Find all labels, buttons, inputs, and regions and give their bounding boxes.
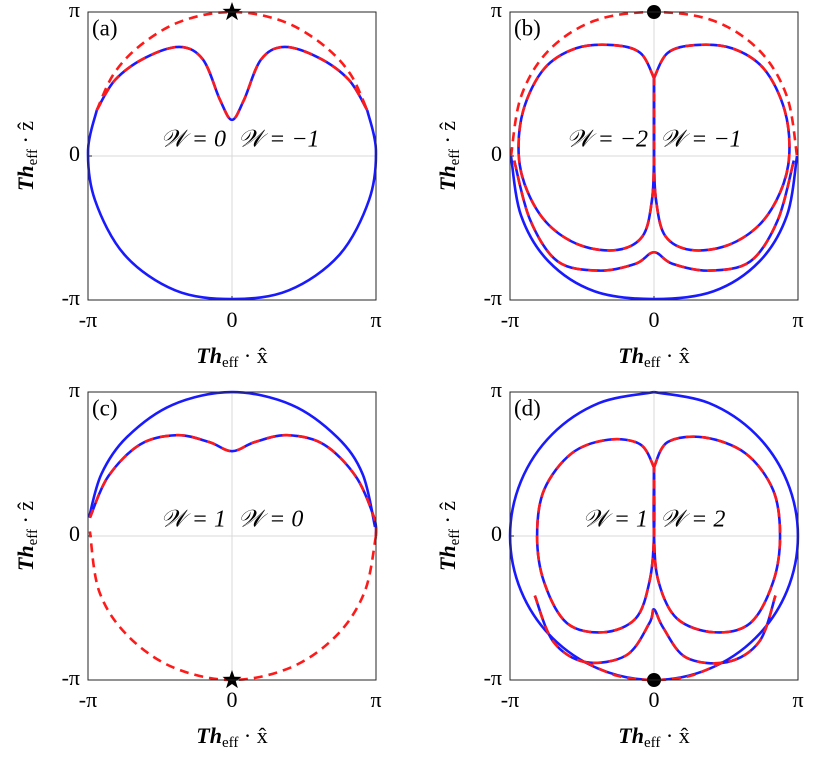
x-tick-label: π bbox=[792, 307, 803, 332]
y-axis-label-tail: · ẑ bbox=[13, 121, 38, 149]
y-axis-label-tail: · ẑ bbox=[13, 501, 38, 529]
x-tick-label: π bbox=[370, 687, 381, 712]
y-axis-label-base: Th bbox=[435, 165, 460, 191]
y-axis-label-base: Th bbox=[435, 545, 460, 571]
curve-dash bbox=[512, 160, 796, 272]
x-axis-label: Theff · x̂ bbox=[196, 343, 267, 371]
x-axis-label-base: Th bbox=[618, 343, 644, 368]
annotation: 𝒲 = −1 bbox=[660, 127, 742, 153]
x-axis-label: Theff · x̂ bbox=[618, 343, 689, 371]
curve-dash bbox=[652, 43, 791, 252]
x-axis-label-base: Th bbox=[618, 723, 644, 748]
x-axis-label-tail: · x̂ bbox=[238, 343, 267, 368]
y-tick-label: π bbox=[69, 0, 80, 22]
x-axis-label-sub: eff bbox=[644, 355, 660, 371]
x-axis-label-tail: · x̂ bbox=[660, 723, 689, 748]
curve-dash bbox=[95, 45, 369, 122]
curve bbox=[533, 595, 777, 665]
annotation: 𝒲 = −2 bbox=[566, 127, 648, 153]
y-axis-label-base: Th bbox=[13, 165, 38, 191]
curve-dash bbox=[535, 437, 656, 634]
x-axis-label-sub: eff bbox=[222, 735, 238, 751]
y-tick-label: 0 bbox=[491, 141, 502, 166]
x-axis-label-sub: eff bbox=[644, 735, 660, 751]
y-tick-label: π bbox=[491, 377, 502, 402]
x-axis-label-tail: · x̂ bbox=[660, 343, 689, 368]
y-axis-label-sub: eff bbox=[447, 529, 463, 545]
x-axis-label-tail: · x̂ bbox=[238, 723, 267, 748]
y-tick-label: π bbox=[491, 0, 502, 22]
panel-label: (c) bbox=[92, 395, 118, 420]
y-tick-label: -π bbox=[484, 665, 502, 690]
annotation: 𝒲 = 1 bbox=[583, 507, 648, 533]
y-axis-label-base: Th bbox=[13, 545, 38, 571]
y-axis-label-sub: eff bbox=[25, 529, 41, 545]
frame bbox=[509, 11, 799, 301]
annotation: 𝒲 = 0 bbox=[238, 507, 303, 533]
x-tick-label: π bbox=[792, 687, 803, 712]
x-tick-label: 0 bbox=[227, 307, 238, 332]
x-tick-label: 0 bbox=[649, 687, 660, 712]
y-tick-label: 0 bbox=[69, 521, 80, 546]
y-tick-label: π bbox=[69, 377, 80, 402]
y-axis-label-tail: · ẑ bbox=[435, 121, 460, 149]
x-axis-label-base: Th bbox=[196, 343, 222, 368]
y-tick-label: -π bbox=[62, 285, 80, 310]
y-tick-label: 0 bbox=[491, 521, 502, 546]
x-tick-label: -π bbox=[501, 687, 519, 712]
y-axis-label: Theff · ẑ bbox=[435, 501, 463, 571]
frame bbox=[509, 391, 799, 681]
x-tick-label: -π bbox=[501, 307, 519, 332]
annotation: 𝒲 = −1 bbox=[238, 127, 320, 153]
y-tick-label: 0 bbox=[69, 141, 80, 166]
curve bbox=[584, 660, 724, 682]
x-tick-label: π bbox=[370, 307, 381, 332]
x-tick-label: -π bbox=[79, 307, 97, 332]
panel-label: (b) bbox=[514, 15, 541, 40]
panel-label: (d) bbox=[514, 395, 541, 420]
y-axis-label: Theff · ẑ bbox=[13, 121, 41, 191]
y-axis-label-tail: · ẑ bbox=[435, 501, 460, 529]
curve bbox=[95, 10, 369, 111]
star-marker bbox=[222, 670, 242, 689]
annotation: 𝒲 = 1 bbox=[161, 507, 226, 533]
frame bbox=[87, 391, 377, 681]
curve-dash bbox=[652, 435, 782, 634]
y-axis-label: Theff · ẑ bbox=[435, 121, 463, 191]
y-tick-label: -π bbox=[484, 285, 502, 310]
x-tick-label: 0 bbox=[227, 687, 238, 712]
x-tick-label: -π bbox=[79, 687, 97, 712]
x-axis-label-sub: eff bbox=[222, 355, 238, 371]
y-tick-label: -π bbox=[62, 665, 80, 690]
star-marker bbox=[222, 2, 242, 21]
x-axis-label: Theff · x̂ bbox=[196, 723, 267, 751]
curve bbox=[86, 109, 378, 301]
x-axis-label: Theff · x̂ bbox=[618, 723, 689, 751]
panel-label: (a) bbox=[92, 15, 118, 40]
curve bbox=[509, 155, 799, 301]
curve-dash bbox=[517, 43, 656, 252]
y-axis-label-sub: eff bbox=[25, 149, 41, 165]
annotation: 𝒲 = 0 bbox=[161, 127, 226, 153]
x-tick-label: 0 bbox=[649, 307, 660, 332]
curve-dash bbox=[88, 433, 378, 537]
frame bbox=[87, 11, 377, 301]
x-axis-label-base: Th bbox=[196, 723, 222, 748]
annotation: 𝒲 = 2 bbox=[660, 507, 725, 533]
y-axis-label: Theff · ẑ bbox=[13, 501, 41, 571]
y-axis-label-sub: eff bbox=[447, 149, 463, 165]
